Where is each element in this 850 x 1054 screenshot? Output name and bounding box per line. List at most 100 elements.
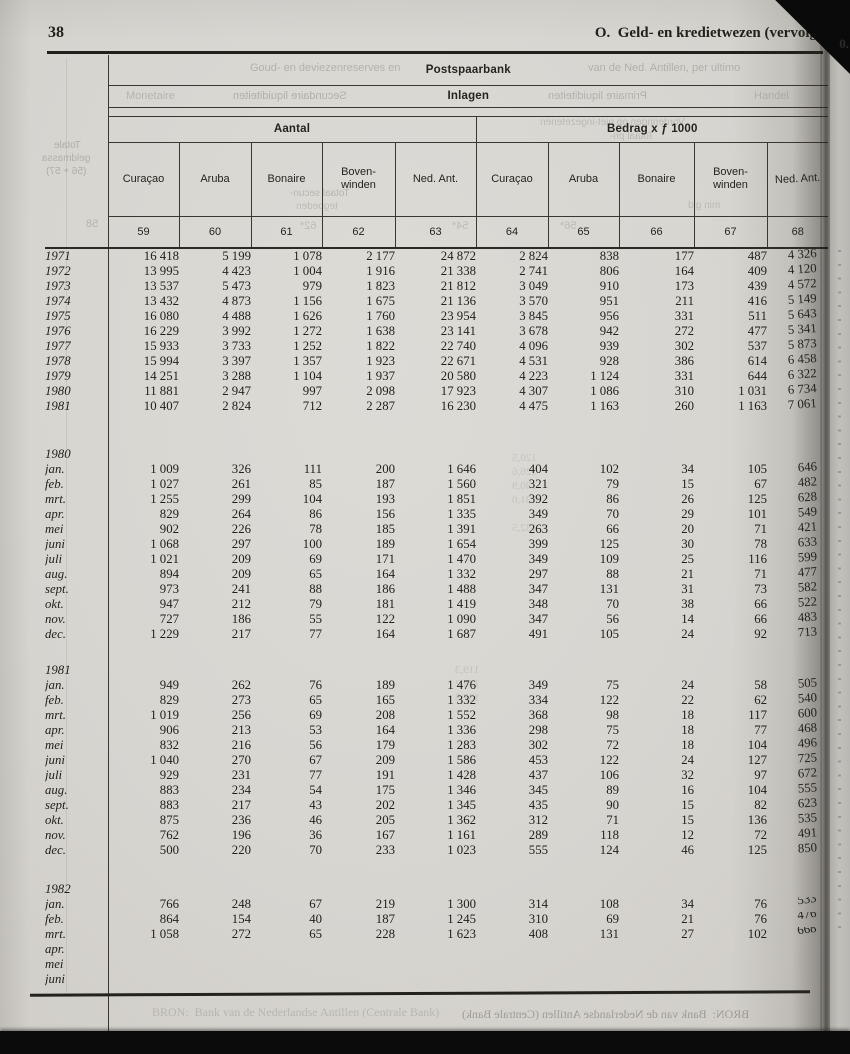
cell: 1 332: [395, 693, 476, 708]
column-header: Bonaire: [618, 142, 694, 217]
cell: 67: [251, 897, 322, 912]
cell: 1 124: [548, 369, 619, 384]
cell-value: 500: [159, 843, 179, 857]
cell-value: 2 741: [519, 264, 548, 278]
cell-value: 270: [231, 753, 251, 767]
cell-value: 102: [599, 462, 619, 476]
cell-value: 164: [375, 723, 395, 737]
cell: 105: [694, 462, 767, 477]
cell: 416: [694, 294, 767, 309]
cell: 70: [548, 597, 619, 612]
column-header: Ned. Ant.: [766, 142, 829, 217]
cell-value: 23 954: [440, 309, 476, 323]
cell-value: 3 570: [519, 294, 548, 308]
cell-value: 111: [303, 462, 322, 476]
cell-value: 131: [599, 927, 619, 941]
column-number: 65: [547, 216, 619, 249]
cell-value: 4 423: [222, 264, 251, 278]
cell-value: 211: [675, 294, 694, 308]
cell-value: 331: [674, 369, 694, 383]
column-number: 68: [766, 216, 829, 249]
cell: 54: [251, 783, 322, 798]
cell-value: 58: [754, 678, 767, 692]
cell: 34: [619, 462, 694, 477]
cell: 69: [548, 912, 619, 927]
cell-value: 200: [375, 462, 395, 476]
cell-value: 1 552: [447, 708, 476, 722]
cell-value: 1 687: [447, 627, 476, 641]
cell: 18: [619, 738, 694, 753]
cell: 53: [251, 723, 322, 738]
cell: 70: [251, 843, 322, 858]
cell: 217: [179, 798, 251, 813]
cell: 929: [108, 768, 179, 783]
cell: 136: [694, 813, 767, 828]
cell-value: 231: [231, 768, 251, 782]
cell-value: 326: [231, 462, 251, 476]
table-subtitle-row: Inlagen: [45, 85, 829, 108]
cell: 89: [548, 783, 619, 798]
table-row: 1978 15 994 3 397 1 357 1 923 22 671 4 531 928 3…: [45, 354, 828, 369]
column-number-label: 60: [208, 225, 222, 238]
cell-value: 272: [674, 324, 694, 338]
cell-value: 1 823: [366, 279, 395, 293]
cell: 20 580: [395, 369, 476, 384]
cell-value: 25: [681, 552, 694, 566]
cell: 806: [548, 264, 619, 279]
cell-value: 23 141: [440, 324, 476, 338]
row-label: 1977: [45, 339, 109, 354]
header-rule: [47, 51, 823, 54]
cell-value: 202: [375, 798, 395, 812]
cell: 1 004: [251, 264, 322, 279]
cell: 189: [322, 537, 395, 552]
cell-value: 435: [528, 798, 548, 812]
cell: 1 851: [395, 492, 476, 507]
column-header: Boven-winden: [693, 142, 767, 217]
cell: 76: [251, 678, 322, 693]
cell: 86: [548, 492, 619, 507]
cell: 1 760: [322, 309, 395, 324]
cell: 212: [179, 597, 251, 612]
cell: 348: [476, 597, 548, 612]
cell: 262: [179, 678, 251, 693]
cell-value: 234: [231, 783, 251, 797]
cell-value: 102: [747, 927, 767, 941]
cell-value: 1 245: [447, 912, 476, 926]
cell: 171: [322, 552, 395, 567]
cell-value: 956: [599, 309, 619, 323]
cell: 3 992: [179, 324, 251, 339]
cell-value: 125: [747, 843, 767, 857]
column-header-label: Curaçao: [491, 172, 533, 185]
cell-value: 1 419: [447, 597, 476, 611]
cell: 102: [694, 927, 767, 942]
cell-value: 15: [681, 813, 694, 827]
cell: 23 954: [395, 309, 476, 324]
cell-value: 334: [528, 693, 548, 707]
cell-value: 191: [375, 768, 395, 782]
cell: 116: [694, 552, 767, 567]
cell-value: 86: [309, 507, 322, 521]
cell: 233: [322, 843, 395, 858]
cell-value: 3 288: [222, 369, 251, 383]
cell-value: 21 338: [440, 264, 476, 278]
cell: 15 994: [108, 354, 179, 369]
cell: 4 531: [476, 354, 548, 369]
cell-value: 1 626: [293, 309, 322, 323]
cell: 2 287: [322, 399, 395, 414]
cell: 213: [179, 723, 251, 738]
cell-value: 13 537: [143, 279, 179, 293]
column-number-label: 63: [429, 225, 442, 238]
cell-value: 70: [606, 597, 619, 611]
cell-value: 2 824: [222, 399, 251, 413]
cell-value: 46: [309, 813, 322, 827]
row-label: sept.: [45, 582, 109, 597]
cell-value: 1 654: [447, 537, 476, 551]
cell: 200: [322, 462, 395, 477]
page-curl-shadow: [792, 0, 822, 1054]
cell: 312: [476, 813, 548, 828]
cell: 211: [619, 294, 694, 309]
